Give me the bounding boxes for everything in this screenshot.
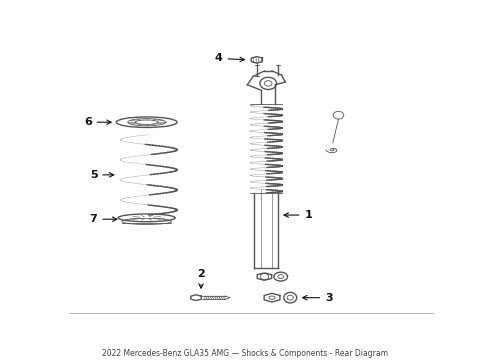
Text: 4: 4 (215, 53, 245, 63)
Text: 3: 3 (303, 293, 333, 303)
Text: 5: 5 (90, 170, 114, 180)
Text: 7: 7 (90, 214, 117, 224)
Text: 6: 6 (84, 117, 111, 127)
Text: 2: 2 (197, 269, 205, 288)
Text: 2022 Mercedes-Benz GLA35 AMG — Shocks & Components - Rear Diagram: 2022 Mercedes-Benz GLA35 AMG — Shocks & … (102, 349, 388, 358)
Text: 1: 1 (284, 210, 312, 220)
